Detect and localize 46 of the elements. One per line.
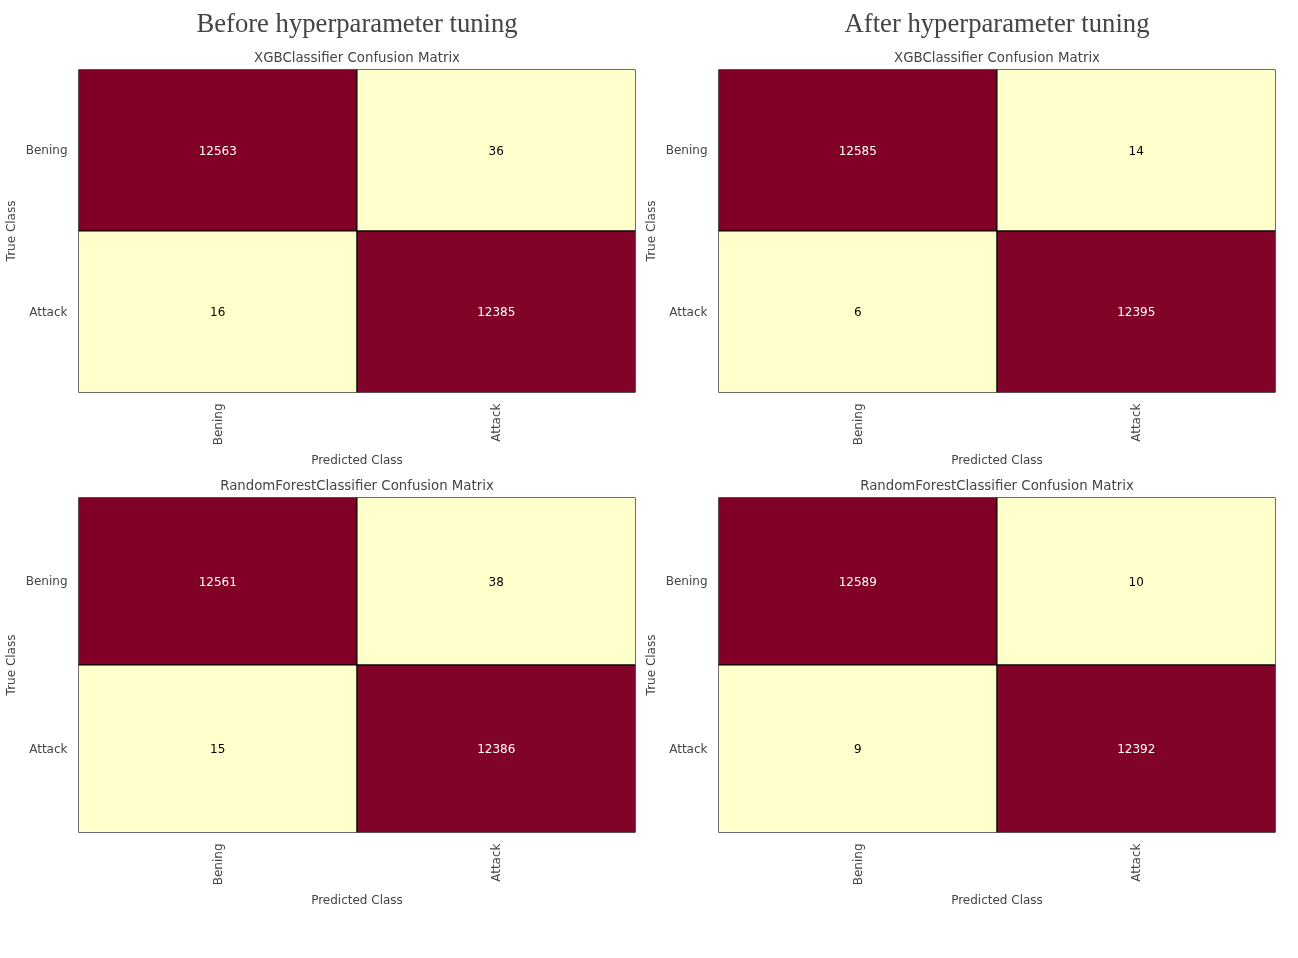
data-label: 14 <box>1128 143 1144 158</box>
data-label: 16 <box>210 305 226 320</box>
chart-title: RandomForestClassifier Confusion Matrix <box>220 477 494 493</box>
data-label: 12561 <box>198 574 237 589</box>
data-label: 12589 <box>838 574 877 589</box>
y-tick-label: Attack <box>669 304 708 319</box>
y-tick-label: Attack <box>29 304 68 319</box>
chart-title: RandomForestClassifier Confusion Matrix <box>860 477 1134 493</box>
data-label: 9 <box>853 742 862 757</box>
chart-title: XGBClassifier Confusion Matrix <box>254 49 461 65</box>
x-axis-title: Predicted Class <box>951 453 1043 468</box>
y-tick-label: Attack <box>669 741 708 756</box>
chart-subtitle: After hyperparameter tuning <box>844 7 1150 38</box>
data-label: 12395 <box>1117 305 1156 320</box>
y-axis-title: True Class <box>3 200 18 263</box>
data-label: 38 <box>488 574 504 589</box>
data-label: 12563 <box>198 143 237 158</box>
y-tick-label: Bening <box>665 143 708 158</box>
data-label: 6 <box>853 305 862 320</box>
data-label: 12392 <box>1117 742 1156 757</box>
y-axis-title: True Class <box>643 634 658 697</box>
data-label: 10 <box>1128 574 1144 589</box>
data-label: 12386 <box>477 742 516 757</box>
data-label: 12385 <box>477 305 516 320</box>
data-label: 36 <box>488 143 504 158</box>
y-tick-label: Bening <box>25 574 68 589</box>
y-axis-title: True Class <box>643 200 658 263</box>
x-tick-label: Attack <box>1129 843 1144 882</box>
chart-subtitle: Before hyperparameter tuning <box>196 7 518 38</box>
y-tick-label: Bening <box>665 574 708 589</box>
chart-title: XGBClassifier Confusion Matrix <box>894 49 1101 65</box>
x-tick-label: Bening <box>210 843 225 886</box>
data-label: 12585 <box>838 143 877 158</box>
y-axis-title: True Class <box>3 634 18 697</box>
x-axis-title: Predicted Class <box>311 893 403 908</box>
x-tick-label: Bening <box>850 843 865 886</box>
y-tick-label: Attack <box>29 741 68 756</box>
x-tick-label: Bening <box>210 403 225 446</box>
y-tick-label: Bening <box>25 143 68 158</box>
x-axis-title: Predicted Class <box>311 453 403 468</box>
x-tick-label: Attack <box>1129 403 1144 442</box>
data-label: 15 <box>210 742 226 757</box>
x-tick-label: Bening <box>850 403 865 446</box>
x-tick-label: Attack <box>489 843 504 882</box>
x-tick-label: Attack <box>489 403 504 442</box>
x-axis-title: Predicted Class <box>951 893 1043 908</box>
